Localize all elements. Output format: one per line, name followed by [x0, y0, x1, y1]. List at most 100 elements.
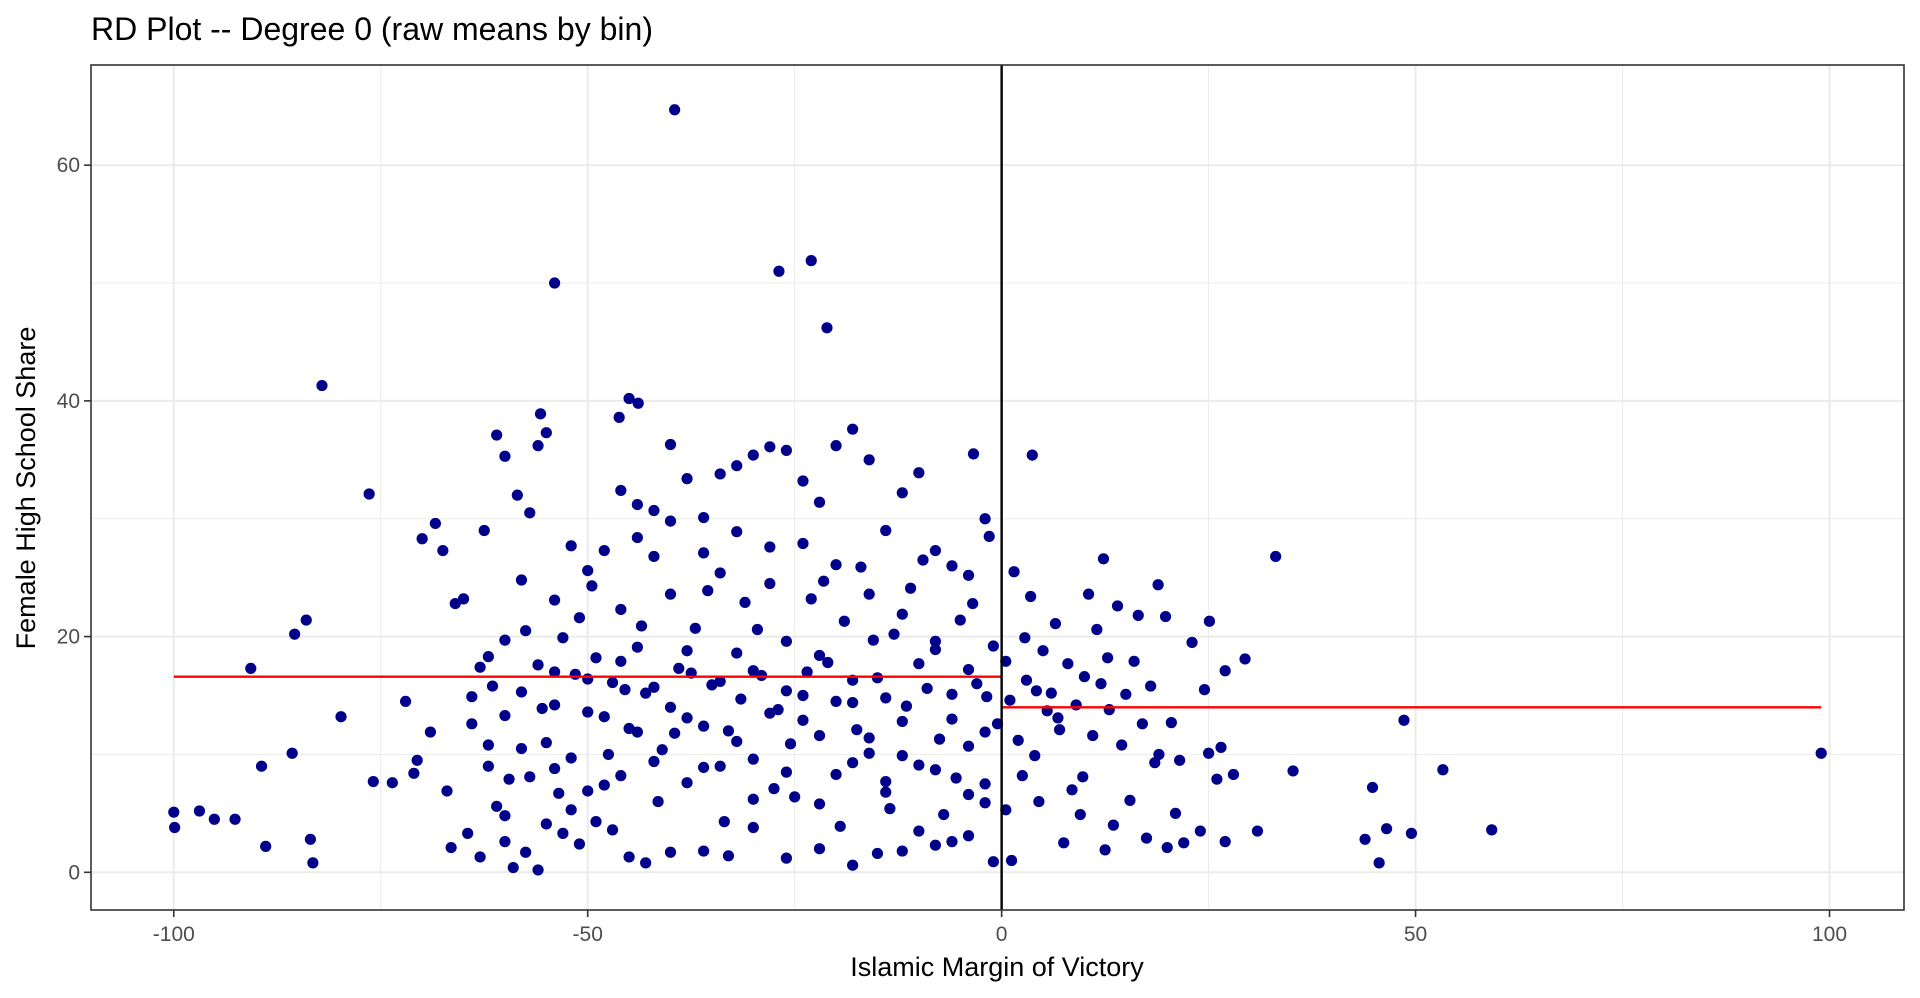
data-point	[1149, 757, 1161, 769]
data-point	[416, 533, 428, 545]
data-point	[1019, 632, 1031, 644]
data-point	[511, 489, 523, 501]
data-point	[598, 544, 610, 557]
data-point	[1132, 609, 1144, 621]
data-point	[847, 757, 859, 769]
data-point	[1120, 688, 1132, 700]
x-tick-label: -50	[573, 923, 603, 946]
data-point	[681, 712, 693, 724]
data-point	[553, 787, 565, 799]
data-point	[557, 632, 569, 644]
x-axis-ticks: -100 -50 0 50 100	[153, 910, 1847, 946]
data-point	[780, 852, 792, 864]
data-point	[900, 700, 913, 712]
data-point	[1058, 837, 1070, 849]
data-point	[1366, 781, 1379, 794]
data-point	[386, 777, 398, 789]
data-point	[474, 661, 486, 673]
data-point	[929, 544, 942, 557]
data-point	[1203, 747, 1215, 759]
data-point	[1128, 655, 1140, 667]
data-point	[913, 467, 925, 479]
data-point	[648, 504, 660, 517]
data-point	[1004, 694, 1016, 706]
data-point	[520, 625, 532, 637]
data-point	[335, 711, 347, 723]
data-point	[1000, 804, 1012, 816]
data-point	[623, 392, 635, 405]
data-point	[1037, 645, 1049, 657]
data-point	[1145, 680, 1157, 692]
data-point	[486, 680, 499, 692]
data-point	[805, 593, 817, 605]
data-point	[913, 759, 925, 771]
data-point	[1165, 717, 1177, 729]
data-point	[168, 806, 180, 818]
data-point	[731, 526, 743, 538]
data-point	[801, 666, 813, 678]
data-point	[764, 577, 776, 590]
data-point	[540, 737, 552, 749]
data-point	[1203, 615, 1216, 627]
data-point	[751, 623, 764, 636]
data-point	[548, 277, 561, 289]
data-point	[780, 635, 792, 647]
data-point	[813, 729, 826, 742]
y-tick-label: 0	[68, 861, 80, 884]
data-point	[813, 649, 826, 662]
data-point	[896, 845, 908, 857]
data-point	[615, 770, 627, 782]
data-point	[1194, 825, 1206, 837]
data-point	[1373, 857, 1385, 869]
data-point	[847, 423, 859, 435]
data-point	[681, 473, 693, 485]
data-point	[913, 825, 925, 837]
data-point	[681, 645, 693, 657]
data-point	[640, 857, 652, 869]
data-point	[698, 720, 710, 732]
data-point	[507, 861, 519, 874]
data-point	[1239, 653, 1251, 665]
data-point	[606, 676, 619, 689]
data-point	[363, 488, 375, 500]
data-point	[698, 761, 710, 773]
data-point	[929, 643, 942, 656]
data-point	[830, 440, 842, 452]
data-point	[830, 768, 842, 781]
data-point	[739, 596, 751, 609]
data-point	[933, 733, 946, 745]
data-point	[1099, 844, 1111, 856]
data-point	[1097, 553, 1110, 565]
data-point	[411, 754, 423, 766]
data-point	[851, 724, 863, 736]
data-point	[631, 726, 643, 738]
x-tick-label: 100	[1812, 923, 1847, 946]
x-tick-label: -100	[153, 923, 195, 946]
data-point	[855, 561, 867, 573]
data-point	[773, 265, 785, 277]
data-point	[813, 843, 826, 855]
data-point	[229, 813, 241, 825]
data-point	[962, 740, 975, 752]
data-point	[557, 827, 569, 839]
data-point	[681, 777, 693, 789]
fit-lines	[173, 675, 1822, 709]
y-axis-ticks: 0 20 40 60	[57, 154, 91, 884]
data-point	[540, 427, 552, 439]
data-point	[1005, 854, 1018, 867]
data-point	[474, 851, 486, 863]
y-tick-label: 60	[57, 154, 80, 177]
data-point	[1186, 636, 1198, 649]
data-point	[962, 788, 975, 801]
data-point	[1103, 704, 1115, 716]
data-point	[503, 773, 515, 785]
data-point	[991, 718, 1004, 730]
data-point	[780, 685, 792, 697]
data-point	[813, 798, 826, 810]
data-point	[822, 656, 834, 669]
data-point	[1026, 449, 1038, 461]
data-point	[482, 739, 494, 751]
data-point	[399, 695, 412, 708]
data-point	[1174, 754, 1186, 766]
data-point	[1152, 579, 1164, 591]
